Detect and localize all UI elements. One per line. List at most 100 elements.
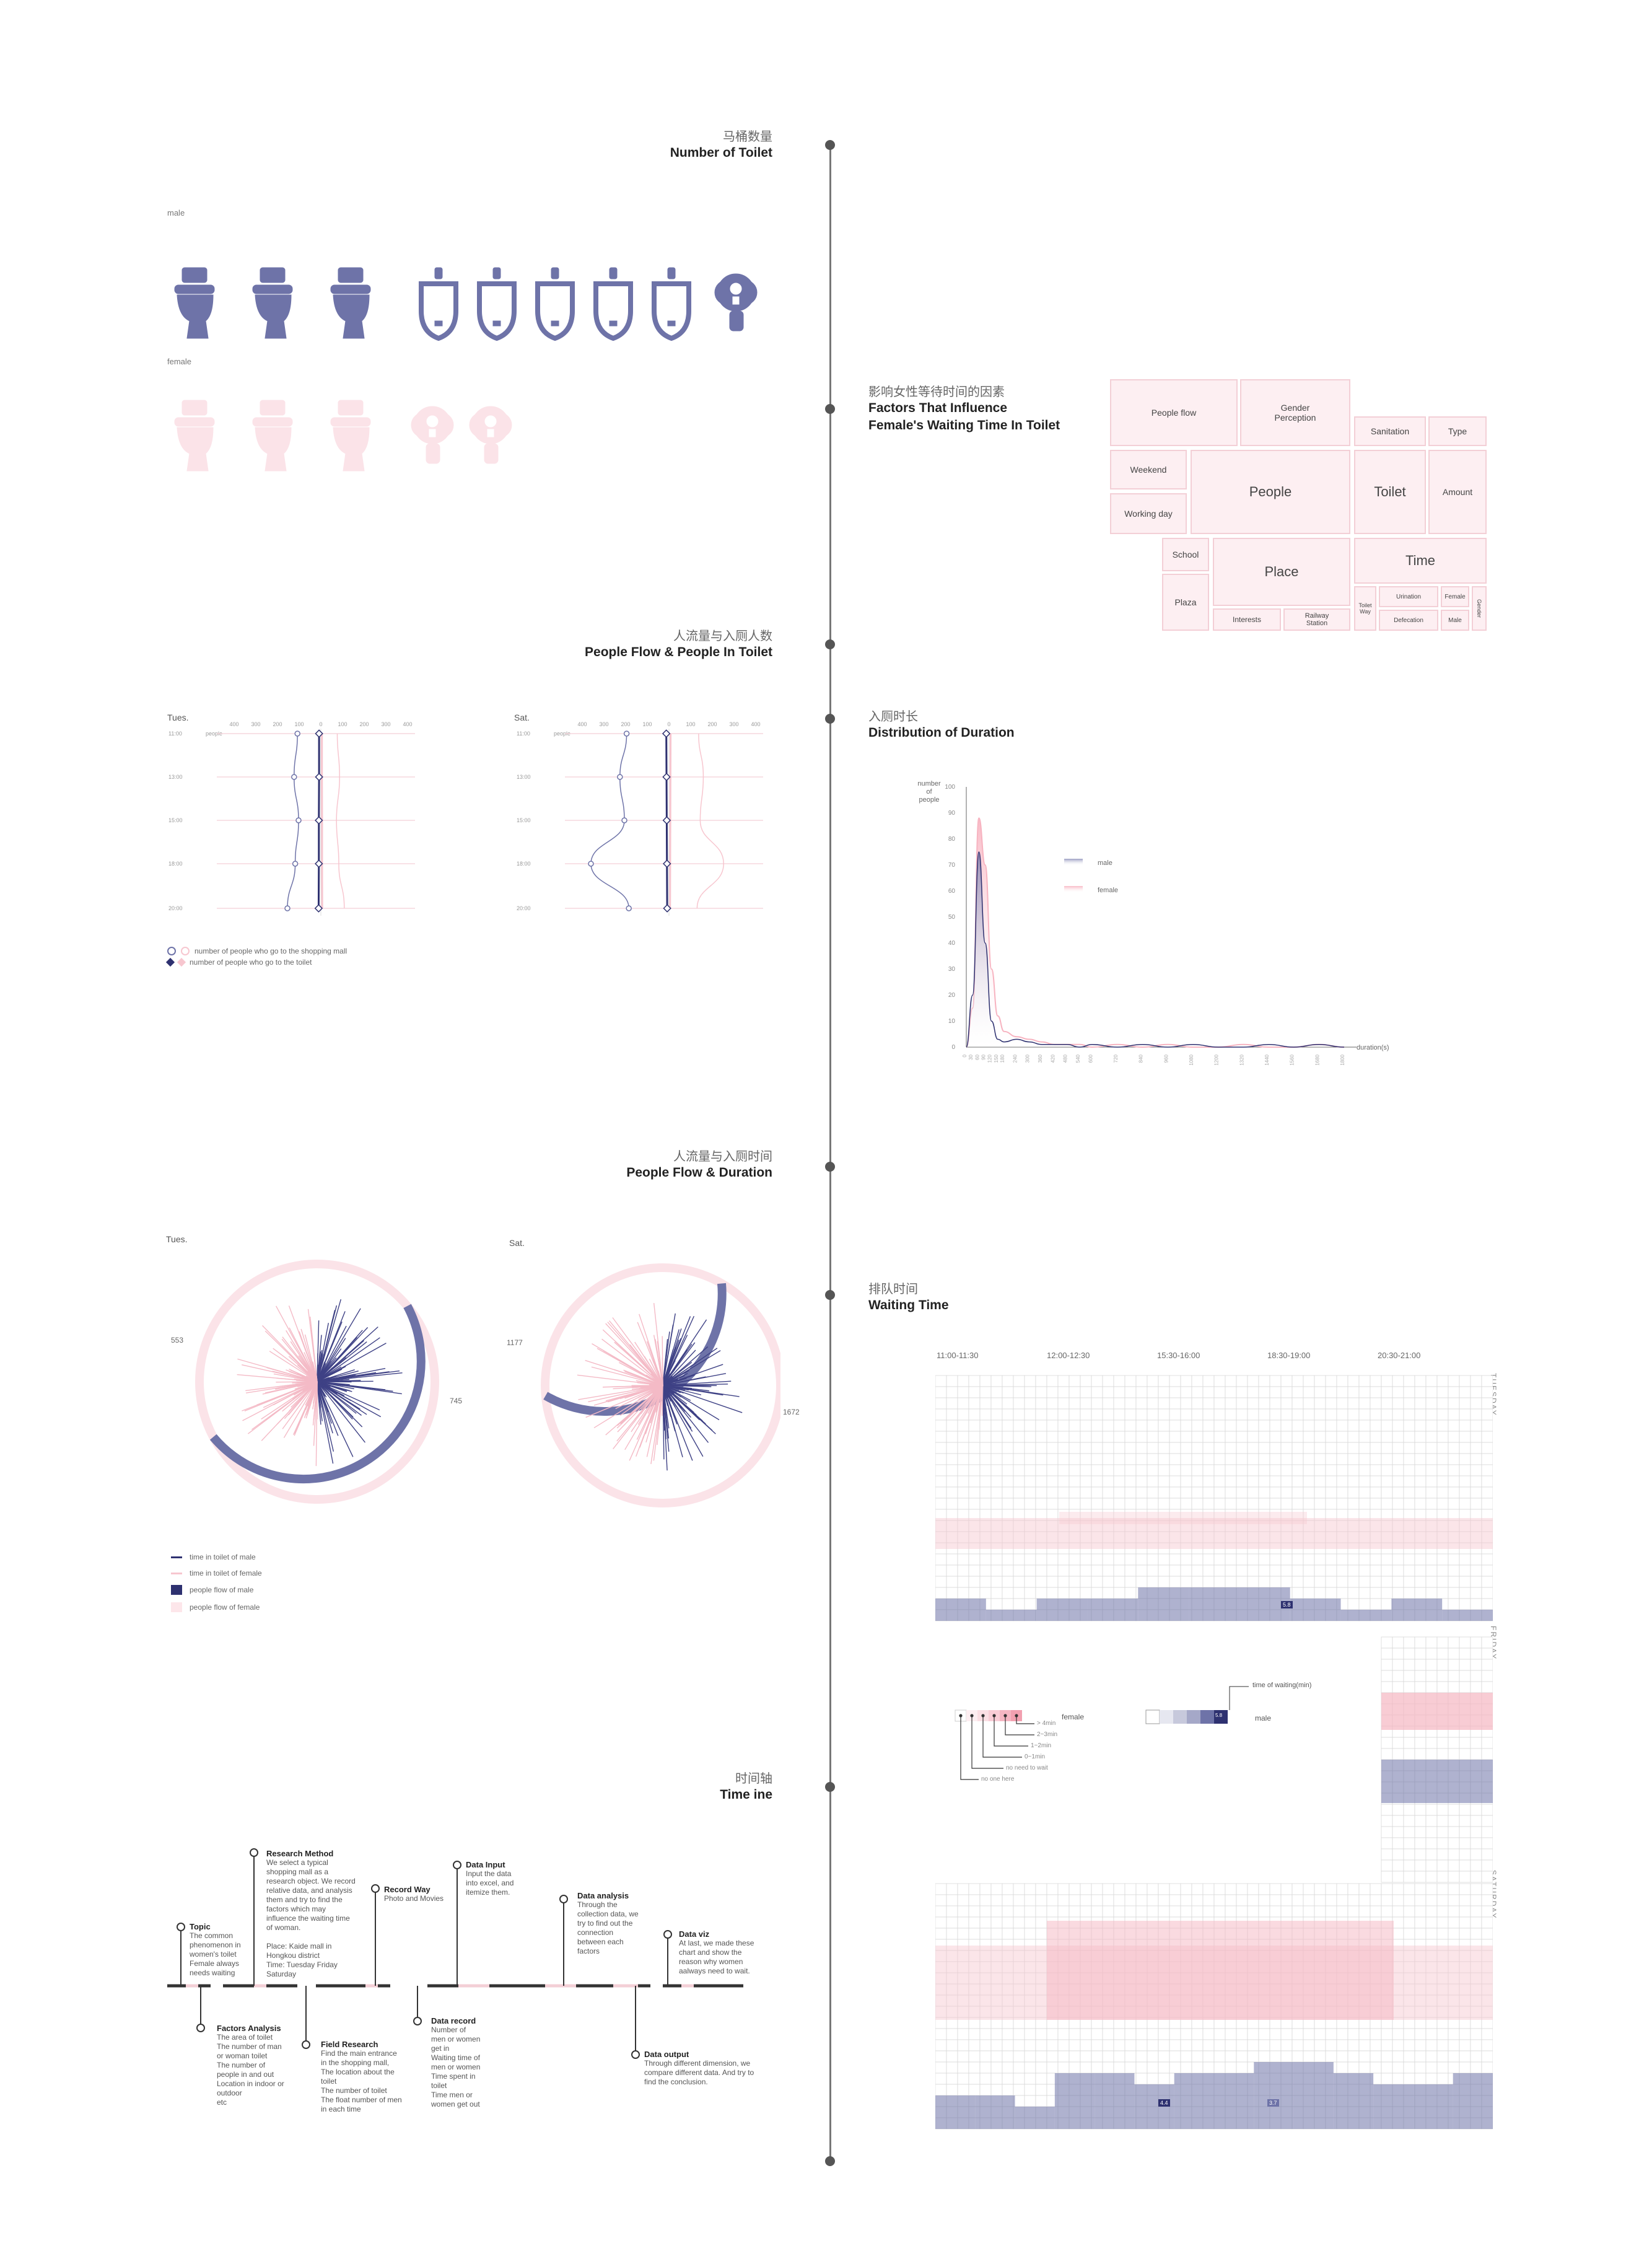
heat-cell — [1080, 2050, 1092, 2063]
heat-cell — [1069, 2039, 1081, 2051]
heat-cell — [1191, 2039, 1204, 2051]
heat-cell — [1358, 1442, 1371, 1454]
heat-cell — [979, 1905, 992, 1918]
heat-cell — [968, 1386, 981, 1398]
heat-cell — [1347, 1553, 1360, 1566]
heat-cell — [1035, 1397, 1047, 1410]
heat-cell — [1425, 1670, 1438, 1682]
female-time-line — [247, 1381, 318, 1434]
heat-cell — [1436, 1419, 1449, 1432]
heat-cell — [1414, 1859, 1427, 1872]
heat-cell — [1291, 2039, 1304, 2051]
male-time-line — [317, 1311, 346, 1382]
heat-cell — [1002, 1587, 1014, 1599]
heat-cell — [1381, 1894, 1393, 1906]
heat-cell — [1247, 1431, 1259, 1443]
heat-cell — [1135, 1408, 1148, 1421]
legend-mall-text: number of people who go to the shopping … — [194, 947, 347, 955]
heat-cell — [957, 1397, 969, 1410]
male-time-line — [317, 1381, 357, 1414]
heat-cell — [979, 1475, 992, 1488]
heat-cell — [946, 2084, 958, 2096]
heat-cell — [1147, 1386, 1159, 1398]
series-line-male — [590, 733, 629, 909]
heat-cell — [1403, 1928, 1415, 1940]
heat-cell — [1448, 1553, 1460, 1566]
heat-cell — [946, 1375, 958, 1387]
heat-cell — [1314, 1431, 1326, 1443]
heat-cell — [968, 1587, 981, 1599]
heat-cell — [1481, 1464, 1493, 1476]
heat-cell — [990, 1453, 1003, 1465]
heat-cell — [1392, 2061, 1404, 2074]
heat-cell — [1325, 1486, 1337, 1499]
heat-cell — [1002, 1397, 1014, 1410]
heat-cell — [1213, 1375, 1226, 1387]
heat-cell — [1102, 1576, 1114, 1588]
data-point — [284, 905, 291, 911]
male-time-line — [662, 1329, 680, 1386]
heat-cell — [1291, 1894, 1304, 1906]
heat-cell — [1381, 1681, 1393, 1693]
heat-cell — [979, 1442, 992, 1454]
male-time-line — [317, 1381, 327, 1398]
heat-cell — [1470, 1894, 1482, 1906]
heat-cell — [1057, 1397, 1070, 1410]
heat-cell — [990, 1431, 1003, 1443]
heat-cell — [1013, 1587, 1025, 1599]
heat-cell — [968, 1375, 981, 1387]
heat-cell — [1347, 1375, 1360, 1387]
heat-cell — [1392, 1859, 1404, 1872]
tick-label: 0 — [667, 721, 670, 727]
slot-label: 20:30-21:00 — [1378, 1351, 1421, 1360]
heat-cell — [1370, 1894, 1382, 1906]
male-time-line — [662, 1380, 732, 1386]
heat-cell — [1425, 1397, 1438, 1410]
data-point — [315, 859, 323, 868]
heat-cell — [1046, 1408, 1059, 1421]
heat-cell — [1392, 2039, 1404, 2051]
tue-female-count: 553 — [171, 1336, 184, 1345]
heat-cell — [1403, 1453, 1415, 1465]
heat-cell — [1269, 1883, 1282, 1895]
heat-cell — [1425, 1553, 1438, 1566]
heat-cell — [1392, 1871, 1404, 1883]
heat-cell — [1225, 1419, 1237, 1432]
heat-cell — [1147, 2028, 1159, 2040]
heat-cell — [957, 1905, 969, 1918]
heat-cell — [935, 2050, 947, 2063]
heat-cell — [1381, 2039, 1393, 2051]
heat-cell — [1358, 1576, 1371, 1588]
female-time-line — [619, 1385, 663, 1416]
heat-cell — [1024, 1486, 1036, 1499]
heat-cell — [1135, 1486, 1148, 1499]
x-tick: 300 — [1025, 1054, 1031, 1063]
process-timeline — [167, 1848, 743, 2059]
heat-cell — [1180, 1453, 1192, 1465]
heat-cell — [1481, 1815, 1493, 1827]
heat-cell — [1358, 1475, 1371, 1488]
legend-item: 0~1min — [1025, 1753, 1046, 1760]
heat-cell — [1448, 1587, 1460, 1599]
heat-cell — [946, 1928, 958, 1940]
heat-cell — [1280, 1442, 1293, 1454]
people-label: people — [206, 731, 222, 737]
heat-cell — [1236, 1905, 1248, 1918]
tue-female-band — [935, 1518, 1493, 1549]
profile-bar — [1174, 2073, 1214, 2129]
heat-cell — [1481, 1408, 1493, 1421]
heat-cell — [1269, 1576, 1282, 1588]
y-tick: 90 — [948, 810, 956, 817]
x-tick: 60 — [974, 1054, 980, 1060]
timeline-research-method: Research Method We select a typical shop… — [266, 1849, 356, 1979]
heat-cell — [1436, 1486, 1449, 1499]
heat-cell — [1314, 1408, 1326, 1421]
female-time-line — [653, 1385, 663, 1461]
heat-cell — [1180, 1442, 1192, 1454]
heat-cell — [1392, 1442, 1404, 1454]
female-flow-ring — [541, 1263, 780, 1507]
legend-text: time in toilet of male — [190, 1553, 256, 1561]
heat-cell — [1403, 1486, 1415, 1499]
tl-text: Through the collection data, we try to f… — [577, 1900, 639, 1955]
heat-cell — [1481, 2061, 1493, 2074]
